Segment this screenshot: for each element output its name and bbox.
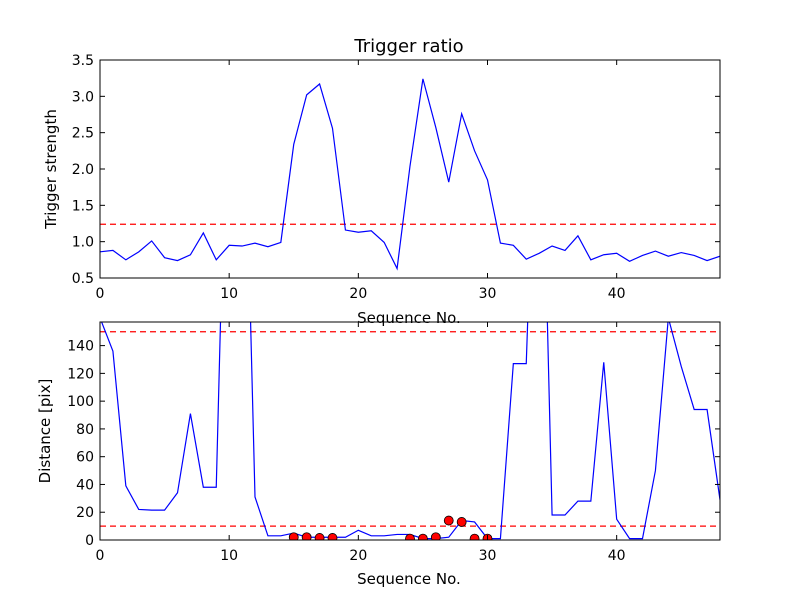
x-tick-label: 30 <box>479 286 497 302</box>
x-tick-label: 20 <box>349 548 367 564</box>
data-point-marker <box>418 533 428 540</box>
series-line <box>100 78 720 271</box>
data-point-marker <box>301 532 312 540</box>
data-point-marker <box>430 532 441 540</box>
y-axis-label: Distance [pix] <box>36 379 54 484</box>
y-tick-label: 1.5 <box>72 198 94 214</box>
y-tick-label: 2.0 <box>72 162 94 178</box>
y-tick-label: 140 <box>67 339 94 355</box>
x-tick-label: 0 <box>96 548 105 564</box>
y-tick-label: 3.5 <box>72 53 94 69</box>
chart-trigger-ratio: Trigger ratio 0 10 20 30 40 0.5 1.0 1.5 2.0 2.5 3.… <box>42 36 721 327</box>
y-tick-label: 60 <box>76 450 94 466</box>
y-tick-label: 120 <box>67 366 94 382</box>
x-axis-label: Sequence No. <box>357 309 461 327</box>
data-point-marker <box>314 533 325 540</box>
data-point-marker <box>456 517 467 527</box>
y-tick-label: 0 <box>85 533 94 549</box>
data-point-marker <box>469 533 480 540</box>
y-tick-label: 40 <box>76 477 94 493</box>
chart-distance: 0 10 20 30 40 0 20 40 60 80 100 120 140 Sequence No.… <box>36 321 721 588</box>
x-tick-label: 40 <box>608 286 626 302</box>
x-tick-label: 30 <box>479 548 497 564</box>
data-point-marker <box>405 533 415 540</box>
y-tick-label: 80 <box>76 422 94 438</box>
axes: 0 10 20 30 40 0 20 40 60 80 100 120 140 <box>67 321 721 564</box>
data-point-marker <box>327 533 338 540</box>
y-tick-label: 1.0 <box>72 235 94 251</box>
y-tick-label: 100 <box>67 394 94 410</box>
x-tick-label: 40 <box>608 548 626 564</box>
axes-frame <box>99 321 721 541</box>
x-tick-label: 10 <box>220 548 238 564</box>
x-axis-label: Sequence No. <box>357 570 461 588</box>
y-tick-label: 3.0 <box>72 89 94 105</box>
y-axis-label: Trigger strength <box>42 109 60 230</box>
x-tick-label: 20 <box>349 286 367 302</box>
y-tick-label: 20 <box>76 505 94 521</box>
data-point-marker <box>443 515 454 526</box>
axes: 0 10 20 30 40 0.5 1.0 1.5 2.0 2.5 3.0 3.5 <box>72 53 721 302</box>
x-tick-label: 0 <box>96 286 105 302</box>
x-tick-label: 10 <box>220 286 238 302</box>
plot-area <box>100 322 720 540</box>
plot-area <box>100 78 720 271</box>
data-point-marker <box>288 532 299 540</box>
y-tick-label: 0.5 <box>72 271 94 287</box>
y-tick-label: 2.5 <box>72 126 94 142</box>
chart-title: Trigger ratio <box>353 36 463 57</box>
